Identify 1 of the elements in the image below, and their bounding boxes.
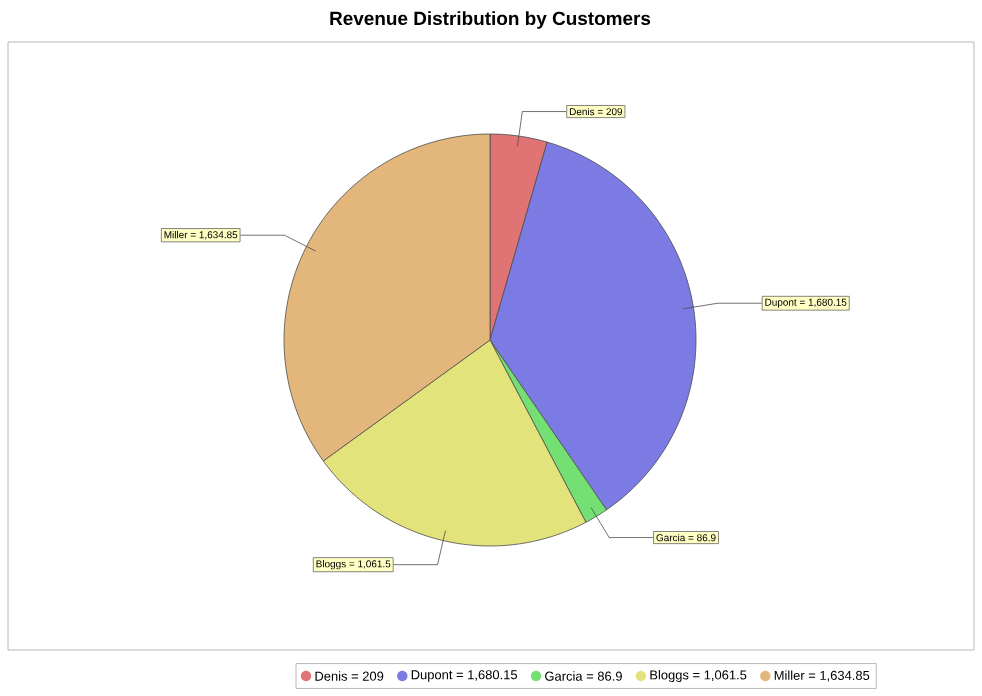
chart-title: Revenue Distribution by Customers <box>330 11 651 29</box>
